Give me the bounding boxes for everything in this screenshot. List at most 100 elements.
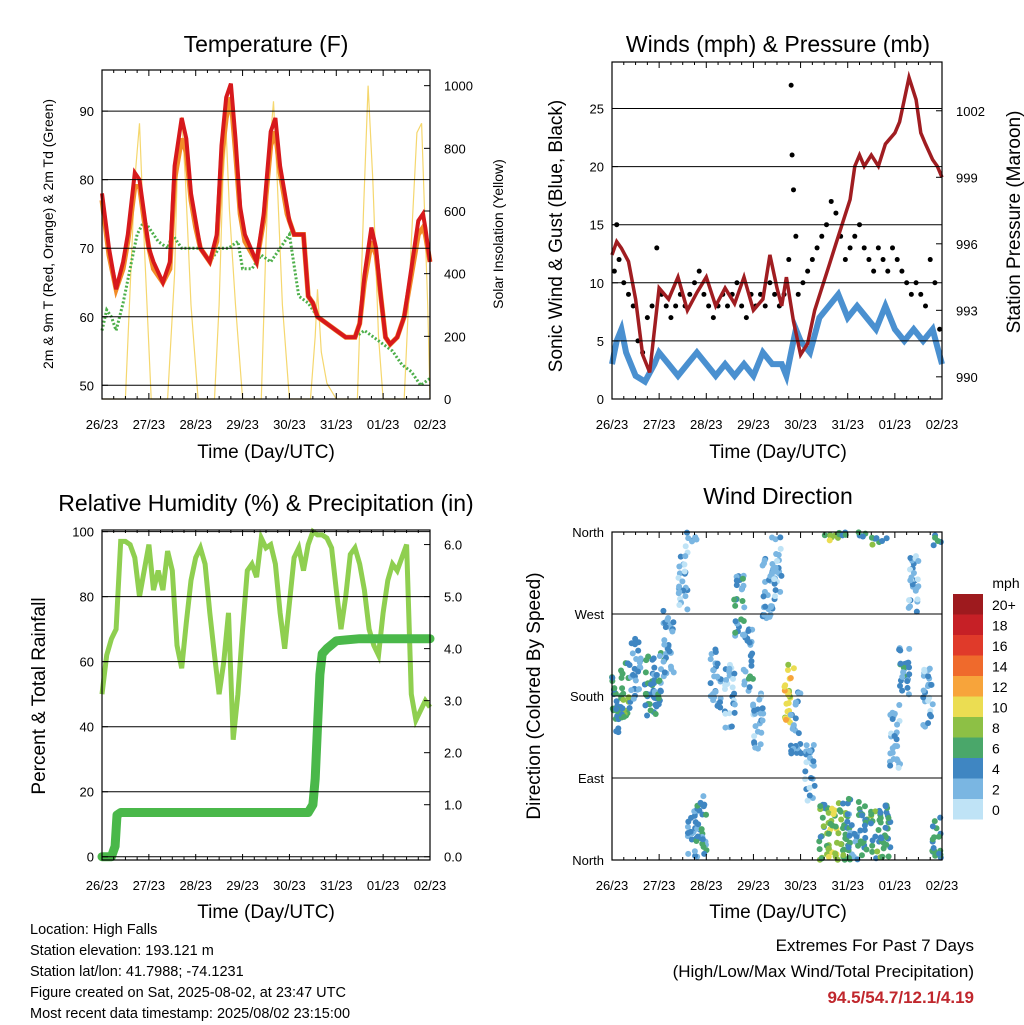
station-latlon: Station lat/lon: 41.7988; -74.1231	[30, 964, 244, 980]
y-tick-label: East	[578, 771, 604, 786]
direction-point	[670, 669, 677, 676]
gust-point	[663, 303, 669, 309]
direction-point	[699, 840, 706, 847]
x-tick-label: 29/23	[737, 417, 770, 432]
direction-point	[827, 532, 834, 539]
gust-point	[793, 233, 799, 239]
direction-point	[613, 728, 620, 735]
x-tick-label: 29/23	[737, 878, 770, 893]
gust-point	[842, 257, 848, 263]
direction-point	[684, 830, 691, 837]
direction-point	[731, 709, 738, 716]
x-tick-label: 01/23	[367, 417, 400, 432]
direction-point	[839, 825, 846, 832]
legend-label: 14	[992, 659, 1008, 675]
direction-point	[628, 687, 635, 694]
direction-point	[691, 848, 698, 855]
direction-point	[845, 844, 852, 851]
direction-point	[929, 823, 936, 830]
gust-point	[885, 268, 891, 274]
direction-point	[683, 529, 690, 536]
y-tick-label: 5	[597, 334, 604, 349]
direction-point	[626, 705, 633, 712]
legend-label: 16	[992, 638, 1008, 654]
legend-label: 12	[992, 679, 1008, 695]
temperature-plot-area	[99, 83, 433, 400]
extremes-title: Extremes For Past 7 Days	[775, 936, 974, 955]
y2-tick-label: 3.0	[444, 694, 462, 709]
direction-point	[862, 834, 869, 841]
rh-ylabel: Percent & Total Rainfall	[29, 597, 50, 794]
direction-point	[877, 814, 884, 821]
x-tick-label: 31/23	[320, 417, 353, 432]
direction-point	[869, 837, 876, 844]
direction-point	[682, 553, 689, 560]
y-tick-label: South	[570, 689, 604, 704]
direction-point	[670, 619, 677, 626]
direction-point	[761, 611, 768, 618]
direction-point	[644, 712, 651, 719]
x-tick-label: 29/23	[226, 878, 259, 893]
direction-point	[925, 697, 932, 704]
direction-point	[777, 588, 784, 595]
gust-point	[788, 82, 794, 88]
direction-point	[811, 782, 818, 789]
direction-point	[861, 822, 868, 829]
legend-swatch	[953, 717, 983, 738]
direction-point	[844, 800, 851, 807]
direction-point	[675, 574, 682, 581]
gust-point	[937, 326, 943, 332]
direction-point	[655, 678, 662, 685]
direction-point	[857, 827, 864, 834]
direction-point	[817, 833, 824, 840]
direction-point	[747, 674, 754, 681]
y2-tick-label: 4.0	[444, 642, 462, 657]
direction-point	[631, 640, 638, 647]
direction-point	[914, 596, 921, 603]
direction-point	[907, 555, 914, 562]
direction-point	[891, 710, 898, 717]
direction-point	[781, 683, 788, 690]
direction-point	[692, 852, 699, 859]
gust-point	[923, 303, 928, 309]
gust-point	[611, 268, 617, 274]
gust-point	[630, 303, 636, 309]
legend-swatch	[953, 635, 983, 656]
direction-point	[894, 721, 901, 728]
temperature-ylabel: 2m & 9m T (Red, Orange) & 2m Td (Green)	[40, 99, 56, 369]
direction-point	[806, 747, 813, 754]
direction-point	[882, 803, 889, 810]
rh-xlabel: Time (Day/UTC)	[197, 902, 335, 923]
y-tick-label: 60	[80, 655, 94, 670]
direction-point	[750, 701, 757, 708]
direction-point	[714, 660, 721, 667]
direction-point	[785, 661, 792, 668]
gust-point	[866, 257, 872, 263]
direction-point	[760, 593, 767, 600]
direction-point	[676, 601, 683, 608]
legend-label: 0	[992, 802, 1000, 818]
direction-point	[921, 668, 928, 675]
direction-point	[707, 680, 714, 687]
direction-point	[819, 814, 826, 821]
direction-point	[787, 711, 794, 718]
y-tick-label: 60	[80, 310, 94, 325]
direction-point	[723, 676, 730, 683]
station-elevation: Station elevation: 193.121 m	[30, 943, 214, 959]
direction-point	[664, 616, 671, 623]
direction-point	[651, 664, 658, 671]
y2-tick-label: 1000	[444, 79, 473, 94]
direction-point	[875, 827, 882, 834]
legend-swatch	[953, 758, 983, 779]
direction-point	[696, 807, 703, 814]
direction-point	[885, 853, 892, 860]
gust-point	[649, 303, 655, 309]
direction-point	[920, 687, 927, 694]
direction-point	[832, 823, 839, 830]
x-tick-label: 31/23	[831, 878, 864, 893]
direction-point	[677, 553, 684, 560]
direction-point	[817, 803, 824, 810]
direction-point	[649, 656, 656, 663]
direction-point	[932, 534, 939, 541]
direction-point	[745, 627, 752, 634]
